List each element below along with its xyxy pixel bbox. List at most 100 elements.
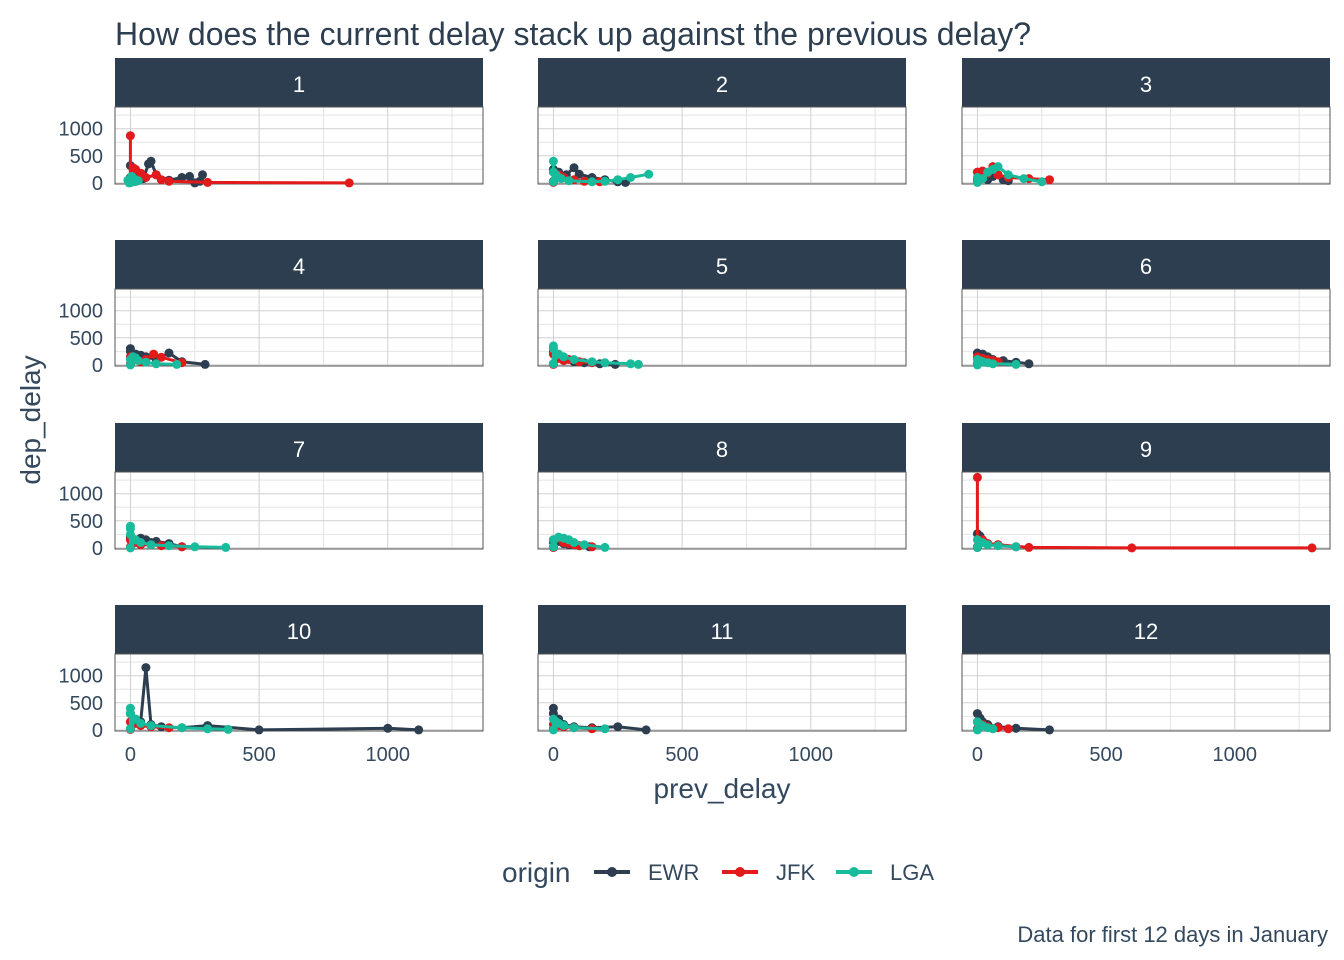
panel-border xyxy=(114,471,484,550)
series-lga xyxy=(972,355,1021,370)
data-point xyxy=(633,359,643,369)
y-tick-label: 1000 xyxy=(59,119,104,141)
plot-background xyxy=(962,107,1330,184)
data-point xyxy=(141,663,151,673)
data-point xyxy=(344,178,354,188)
facet-strip xyxy=(538,605,906,654)
panel-border xyxy=(114,288,484,367)
data-point xyxy=(613,175,623,185)
series-lga xyxy=(548,714,610,735)
data-point xyxy=(124,178,134,188)
plot-background xyxy=(115,654,483,731)
x-axis-title: prev_delay xyxy=(654,773,791,804)
data-point xyxy=(993,162,1003,172)
series-lga xyxy=(972,717,998,735)
data-point xyxy=(414,725,424,735)
panel-border xyxy=(537,288,907,367)
data-point xyxy=(548,725,558,735)
legend-label: JFK xyxy=(776,860,815,885)
plot-background xyxy=(962,654,1330,731)
x-tick-label: 0 xyxy=(548,744,559,766)
data-point xyxy=(146,721,156,731)
data-point xyxy=(1024,542,1034,552)
data-point xyxy=(156,175,166,185)
y-axis-title: dep_delay xyxy=(15,355,46,484)
x-tick-label: 1000 xyxy=(1213,744,1258,766)
data-point xyxy=(125,543,135,553)
y-tick-label: 1000 xyxy=(59,484,104,506)
data-point xyxy=(1024,359,1034,369)
data-point xyxy=(1003,724,1013,734)
facet-panel-5: 5 xyxy=(537,240,907,369)
plot-background xyxy=(115,472,483,549)
facet-panel-10: 10 0 500 1000 0 500 1000 xyxy=(59,605,484,766)
x-tick-label: 0 xyxy=(972,744,983,766)
data-point xyxy=(164,348,174,358)
data-point xyxy=(600,724,610,734)
legend-key-point xyxy=(735,867,745,877)
data-point xyxy=(600,358,610,368)
data-point xyxy=(569,723,579,733)
data-point xyxy=(221,542,231,552)
data-point xyxy=(587,357,597,367)
facet-panel-12: 12 0 500 1000 xyxy=(961,605,1331,766)
data-point xyxy=(548,359,558,369)
facet-panel-11: 11 0 500 1000 xyxy=(537,605,907,766)
panel-border xyxy=(537,471,907,550)
plot-background xyxy=(538,289,906,366)
data-point xyxy=(125,131,135,141)
data-point xyxy=(613,722,623,732)
data-point xyxy=(983,540,993,550)
legend-item-jfk: JFK xyxy=(722,860,815,885)
facet-panel-9: 9 xyxy=(961,423,1331,553)
facet-panel-3: 3 xyxy=(961,58,1331,187)
panel-border xyxy=(537,653,907,732)
series-lga xyxy=(548,156,654,187)
facet-strip xyxy=(962,240,1330,289)
data-point xyxy=(125,360,135,370)
facet-strip xyxy=(115,605,483,654)
data-point xyxy=(177,723,187,733)
legend-key-point xyxy=(607,867,617,877)
x-tick-label: 0 xyxy=(125,744,136,766)
data-point xyxy=(151,359,161,369)
legend-title: origin xyxy=(502,857,570,888)
facet-strip xyxy=(538,58,906,107)
plot-background xyxy=(538,472,906,549)
facet-panel-2: 2 xyxy=(537,58,907,187)
y-tick-label: 0 xyxy=(92,720,103,742)
facet-strip-label: 10 xyxy=(287,619,311,644)
data-point xyxy=(141,173,151,182)
facet-strip-label: 1 xyxy=(293,72,305,97)
facet-strip-label: 5 xyxy=(716,254,728,279)
data-point xyxy=(579,540,589,550)
data-point xyxy=(136,718,146,728)
data-point xyxy=(569,355,579,364)
data-point xyxy=(164,541,174,551)
data-point xyxy=(564,176,574,186)
chart-title: How does the current delay stack up agai… xyxy=(115,16,1031,52)
facet-strip-label: 11 xyxy=(711,619,734,644)
data-point xyxy=(200,359,210,369)
data-point xyxy=(548,542,558,552)
data-point xyxy=(125,724,135,734)
data-point xyxy=(146,540,156,550)
legend-key-point xyxy=(849,867,859,877)
series-lga xyxy=(972,162,1047,187)
plot-background xyxy=(115,289,483,366)
panel-border xyxy=(537,106,907,185)
facet-panel-1: 1 0 500 1000 xyxy=(59,58,484,195)
x-tick-label: 500 xyxy=(1089,744,1122,766)
x-tick-label: 1000 xyxy=(366,744,411,766)
data-point xyxy=(156,352,166,362)
data-point xyxy=(383,723,393,733)
data-point xyxy=(223,724,233,734)
facet-panel-7: 7 0 500 1000 xyxy=(59,423,484,560)
data-point xyxy=(1019,174,1029,184)
data-point xyxy=(626,173,636,182)
y-tick-label: 0 xyxy=(92,173,103,195)
facet-strip-label: 2 xyxy=(716,72,728,97)
y-tick-label: 0 xyxy=(92,355,103,377)
legend-item-lga: LGA xyxy=(836,860,934,885)
